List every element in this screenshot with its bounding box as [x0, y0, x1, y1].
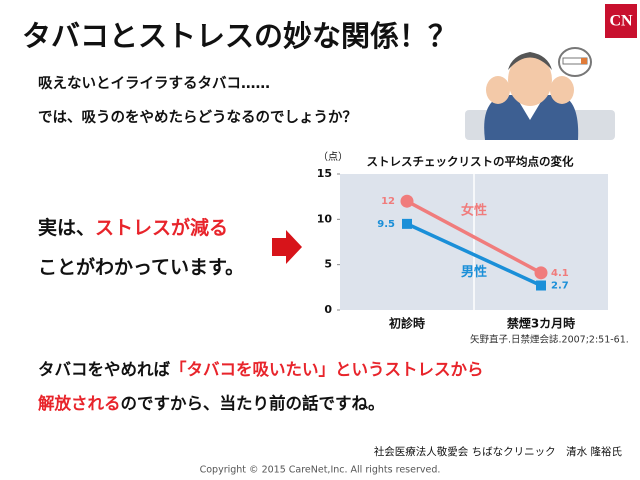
marker [536, 280, 546, 291]
logo-box [605, 4, 637, 38]
marker [400, 194, 414, 208]
point-text: 実は、ストレスが減る [38, 216, 228, 239]
logo: CN [609, 13, 633, 30]
intro-line: では、吸うのをやめたらどうなるのでしょうか？ [38, 109, 357, 126]
marker [534, 266, 548, 280]
conclusion-text: タバコをやめれば「タバコを吸いたい」というストレスから [38, 359, 484, 379]
point-text: ことがわかっています。 [38, 256, 244, 279]
series-line [406, 222, 542, 288]
x-tick-label: 初診時 [389, 316, 425, 331]
conclusion-segment: のですから、当たり前の話ですね。 [121, 393, 385, 413]
legend-label: 女性 [461, 203, 487, 219]
conclusion-highlight: 解放される [38, 393, 121, 413]
point-segment: 実は、 [38, 216, 95, 239]
conclusion-highlight: 「タバコを吸いたい」というストレスから [170, 359, 484, 379]
credit: 社会医療法人敬愛会 ちばなクリニック 清水 隆裕氏 [374, 445, 623, 458]
illustration [465, 47, 615, 140]
legend-label: 男性 [461, 264, 487, 280]
chart: 0 5 10 15 初診時 禁煙3カ月時 12 4.1 女性 9.5 2.7 男性 [317, 167, 608, 331]
value-label: 9.5 [377, 219, 395, 230]
source: 矢野直子.日禁煙会誌.2007;2:51-61. [470, 334, 629, 346]
slide-title: タバコとストレスの妙な関係！？ [22, 19, 457, 53]
arrow [272, 230, 302, 264]
y-tick-label: 15 [317, 167, 332, 180]
chart-title: ストレスチェックリストの平均点の変化 [367, 155, 574, 169]
intro-line: 吸えないとイライラするタバコ…… [38, 75, 270, 92]
series-line [406, 199, 542, 275]
marker [402, 218, 412, 229]
conclusion-segment: タバコをやめれば [38, 360, 171, 379]
value-label: 2.7 [551, 281, 569, 292]
value-label: 12 [381, 196, 395, 207]
value-label: 4.1 [551, 268, 569, 279]
y-tick-label: 0 [324, 303, 332, 316]
y-axis-label: （点） [318, 151, 348, 163]
x-tick-label: 禁煙3カ月時 [507, 316, 575, 331]
copyright: Copyright © 2015 CareNet,Inc. All rights… [200, 465, 441, 476]
point-highlight: ストレスが減る [95, 216, 228, 239]
y-tick-label: 5 [324, 258, 332, 271]
y-tick-label: 10 [317, 212, 333, 225]
conclusion-text: 解放されるのですから、当たり前の話ですね。 [38, 393, 385, 413]
